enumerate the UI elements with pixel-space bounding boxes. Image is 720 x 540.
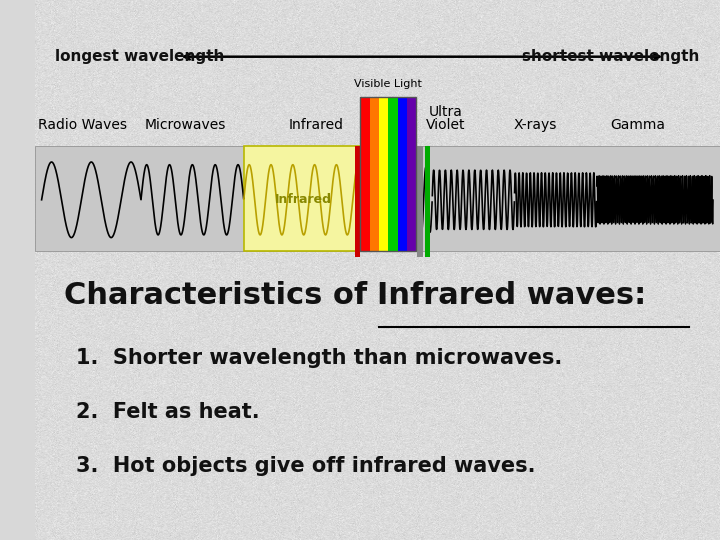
Text: Gamma: Gamma [611, 118, 665, 132]
Bar [407, 97, 416, 251]
Bar [360, 97, 369, 251]
Text: 2.  Felt as heat.: 2. Felt as heat. [76, 402, 259, 422]
Text: Infrared: Infrared [288, 118, 343, 132]
Bar [388, 97, 397, 251]
Text: 3.  Hot objects give off infrared waves.: 3. Hot objects give off infrared waves. [76, 456, 536, 476]
Bar [425, 146, 430, 256]
Bar [417, 146, 423, 256]
Text: Infrared waves:: Infrared waves: [377, 281, 647, 310]
Text: 1.  Shorter wavelength than microwaves.: 1. Shorter wavelength than microwaves. [76, 348, 562, 368]
Bar [360, 97, 416, 251]
Bar [244, 146, 364, 251]
Text: Infrared: Infrared [275, 193, 332, 206]
Text: Characteristics of: Characteristics of [63, 281, 377, 310]
Bar [369, 97, 379, 251]
Bar [355, 146, 360, 256]
Text: Ultra
Violet: Ultra Violet [426, 105, 466, 132]
Text: Radio Waves: Radio Waves [38, 118, 127, 132]
Bar [379, 97, 388, 251]
Text: Visible Light: Visible Light [354, 79, 422, 89]
Text: shortest wavelength: shortest wavelength [522, 49, 699, 64]
Bar [397, 97, 407, 251]
Text: X-rays: X-rays [513, 118, 557, 132]
Text: Microwaves: Microwaves [145, 118, 226, 132]
Text: longest wavelength: longest wavelength [55, 49, 225, 64]
Bar [35, 146, 720, 251]
